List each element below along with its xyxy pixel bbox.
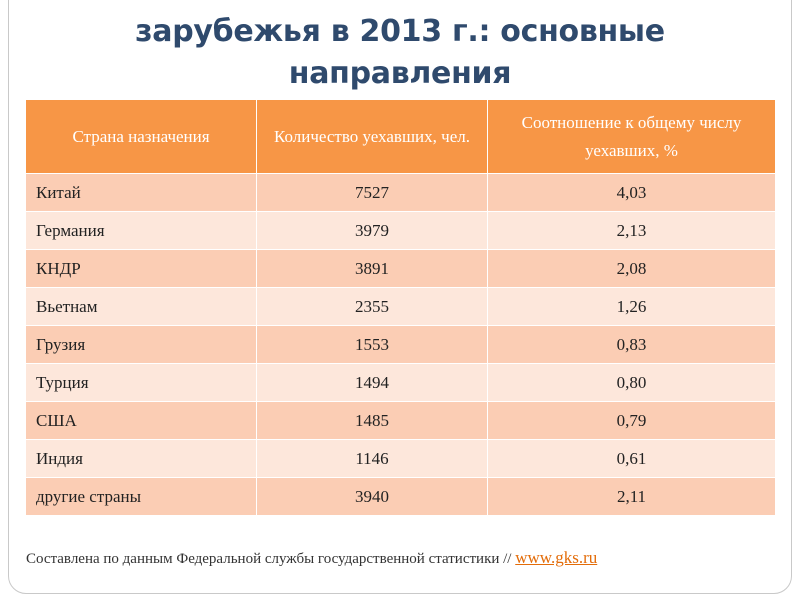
table-header-row: Страна назначения Количество уехавших, ч… <box>26 100 775 174</box>
cell-country: Китай <box>26 173 257 212</box>
cell-share: 1,26 <box>487 287 775 326</box>
source-note: Составлена по данным Федеральной службы … <box>26 548 597 568</box>
table-row: Вьетнам 2355 1,26 <box>26 287 775 326</box>
cell-count: 1146 <box>256 439 488 478</box>
cell-share: 2,11 <box>487 477 775 515</box>
cell-share: 4,03 <box>487 173 775 212</box>
cell-share: 0,80 <box>487 363 775 402</box>
table-row: другие страны 3940 2,11 <box>26 477 775 515</box>
cell-country: Вьетнам <box>26 287 257 326</box>
cell-country: другие страны <box>26 477 257 515</box>
slide-title-line-1: зарубежья в 2013 г.: основные <box>135 14 665 49</box>
cell-count: 1485 <box>256 401 488 440</box>
cell-count: 3940 <box>256 477 488 515</box>
header-country: Страна назначения <box>26 100 257 174</box>
cell-share: 0,61 <box>487 439 775 478</box>
table-row: США 1485 0,79 <box>26 401 775 440</box>
table-row: Грузия 1553 0,83 <box>26 325 775 364</box>
cell-country: Индия <box>26 439 257 478</box>
table-row: Германия 3979 2,13 <box>26 211 775 250</box>
cell-share: 2,08 <box>487 249 775 288</box>
table-row: Китай 7527 4,03 <box>26 173 775 212</box>
cell-count: 7527 <box>256 173 488 212</box>
cell-count: 3979 <box>256 211 488 250</box>
cell-count: 1553 <box>256 325 488 364</box>
cell-count: 1494 <box>256 363 488 402</box>
source-link[interactable]: www.gks.ru <box>515 548 598 567</box>
cell-share: 0,79 <box>487 401 775 440</box>
cell-country: Германия <box>26 211 257 250</box>
cell-country: США <box>26 401 257 440</box>
header-count: Количество уехавших, чел. <box>256 100 488 174</box>
cell-count: 2355 <box>256 287 488 326</box>
cell-country: КНДР <box>26 249 257 288</box>
header-share: Соотношение к общему числу уехавших, % <box>487 100 775 174</box>
cell-count: 3891 <box>256 249 488 288</box>
cell-country: Турция <box>26 363 257 402</box>
slide-title-line-2: направления <box>288 56 512 91</box>
cell-share: 2,13 <box>487 211 775 250</box>
table-row: Индия 1146 0,61 <box>26 439 775 478</box>
emigration-table: Страна назначения Количество уехавших, ч… <box>26 100 775 515</box>
cell-country: Грузия <box>26 325 257 364</box>
table-row: Турция 1494 0,80 <box>26 363 775 402</box>
table-row: КНДР 3891 2,08 <box>26 249 775 288</box>
source-text: Составлена по данным Федеральной службы … <box>26 551 516 567</box>
cell-share: 0,83 <box>487 325 775 364</box>
